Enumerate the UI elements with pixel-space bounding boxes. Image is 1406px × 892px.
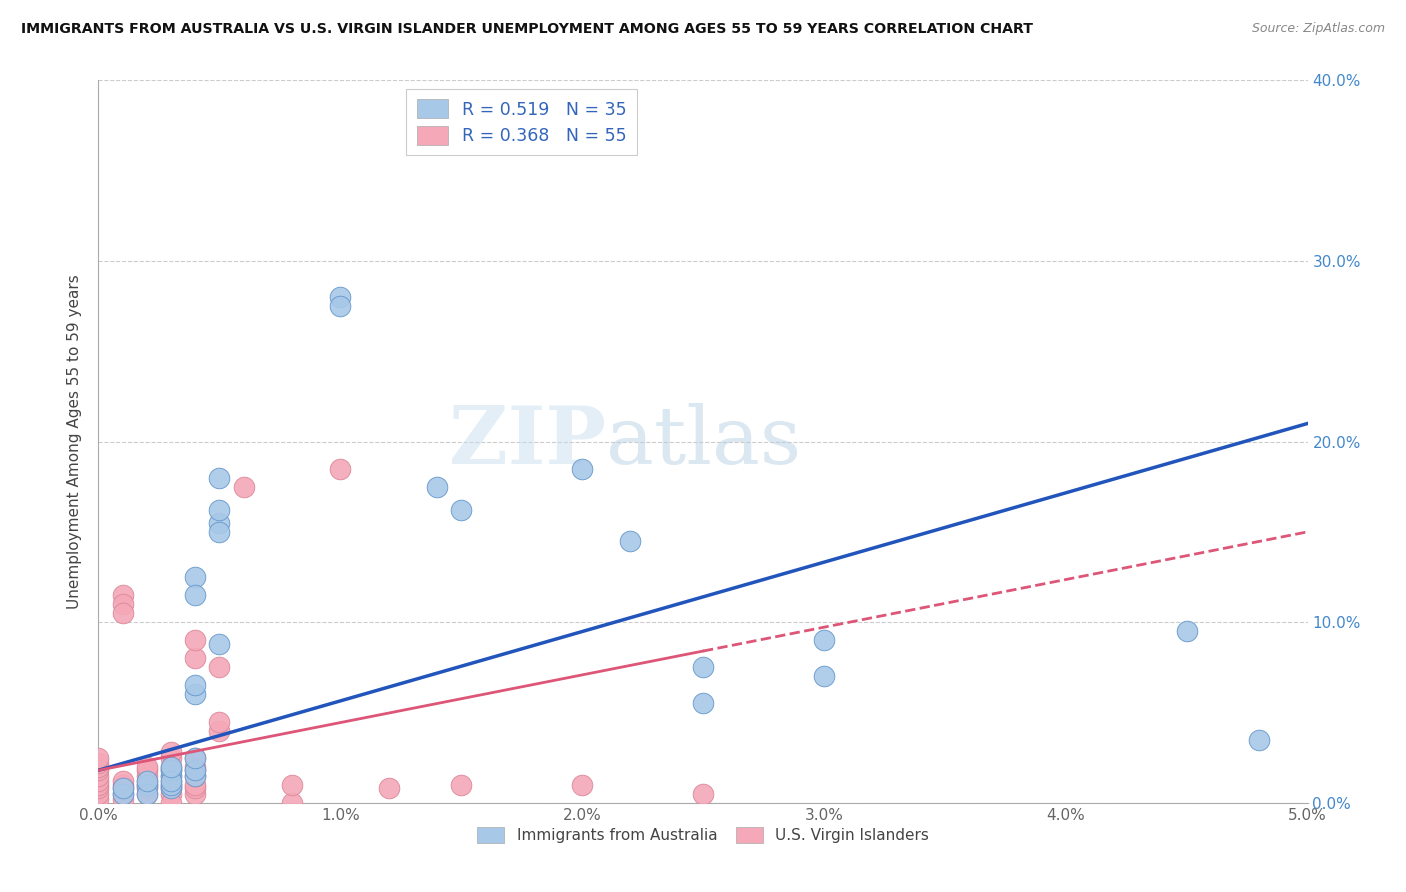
Point	[87, 787, 110, 801]
Point	[329, 461, 352, 475]
Point	[184, 769, 207, 783]
Point	[111, 787, 134, 801]
Point	[160, 781, 183, 796]
Point	[160, 764, 183, 778]
Point	[184, 778, 207, 792]
Point	[111, 787, 134, 801]
Point	[160, 745, 183, 759]
Point	[184, 678, 207, 692]
Point	[184, 750, 207, 764]
Point	[813, 669, 835, 683]
Point	[692, 787, 714, 801]
Point	[160, 787, 183, 801]
Point	[135, 774, 157, 789]
Point	[160, 774, 183, 789]
Point	[450, 778, 472, 792]
Point	[184, 787, 207, 801]
Point	[619, 533, 641, 548]
Point	[160, 774, 183, 789]
Point	[111, 606, 134, 620]
Point	[87, 756, 110, 770]
Point	[692, 697, 714, 711]
Point	[87, 769, 110, 783]
Point	[813, 633, 835, 648]
Point	[184, 687, 207, 701]
Point	[208, 503, 231, 517]
Point	[135, 769, 157, 783]
Point	[329, 299, 352, 313]
Point	[111, 774, 134, 789]
Point	[184, 633, 207, 648]
Point	[87, 774, 110, 789]
Point	[184, 760, 207, 774]
Point	[184, 764, 207, 778]
Point	[160, 764, 183, 778]
Point	[1249, 732, 1271, 747]
Point	[135, 760, 157, 774]
Point	[184, 651, 207, 665]
Point	[111, 792, 134, 806]
Point	[208, 637, 231, 651]
Point	[281, 778, 304, 792]
Point	[571, 461, 593, 475]
Point	[184, 769, 207, 783]
Point	[281, 796, 304, 810]
Point	[135, 778, 157, 792]
Point	[160, 769, 183, 783]
Point	[208, 723, 231, 738]
Text: ZIP: ZIP	[450, 402, 606, 481]
Point	[160, 778, 183, 792]
Point	[135, 787, 157, 801]
Point	[160, 769, 183, 783]
Point	[111, 597, 134, 611]
Point	[135, 781, 157, 796]
Point	[329, 290, 352, 304]
Point	[87, 792, 110, 806]
Point	[1175, 624, 1198, 639]
Point	[87, 781, 110, 796]
Text: IMMIGRANTS FROM AUSTRALIA VS U.S. VIRGIN ISLANDER UNEMPLOYMENT AMONG AGES 55 TO : IMMIGRANTS FROM AUSTRALIA VS U.S. VIRGIN…	[21, 22, 1033, 37]
Text: Source: ZipAtlas.com: Source: ZipAtlas.com	[1251, 22, 1385, 36]
Point	[184, 750, 207, 764]
Point	[160, 778, 183, 792]
Point	[208, 516, 231, 530]
Point	[208, 524, 231, 539]
Point	[135, 764, 157, 778]
Point	[692, 660, 714, 674]
Point	[111, 781, 134, 796]
Text: atlas: atlas	[606, 402, 801, 481]
Legend: Immigrants from Australia, U.S. Virgin Islanders: Immigrants from Australia, U.S. Virgin I…	[471, 821, 935, 849]
Point	[571, 778, 593, 792]
Point	[160, 760, 183, 774]
Point	[184, 570, 207, 584]
Point	[111, 778, 134, 792]
Point	[160, 796, 183, 810]
Point	[111, 588, 134, 602]
Point	[160, 781, 183, 796]
Point	[87, 760, 110, 774]
Point	[208, 660, 231, 674]
Point	[232, 480, 254, 494]
Point	[377, 781, 399, 796]
Point	[184, 781, 207, 796]
Point	[135, 774, 157, 789]
Point	[135, 778, 157, 792]
Point	[426, 480, 449, 494]
Point	[184, 588, 207, 602]
Point	[160, 750, 183, 764]
Point	[135, 787, 157, 801]
Point	[111, 781, 134, 796]
Point	[184, 764, 207, 778]
Point	[87, 764, 110, 778]
Point	[450, 503, 472, 517]
Point	[87, 778, 110, 792]
Point	[160, 760, 183, 774]
Point	[87, 750, 110, 764]
Point	[208, 714, 231, 729]
Point	[208, 471, 231, 485]
Y-axis label: Unemployment Among Ages 55 to 59 years: Unemployment Among Ages 55 to 59 years	[67, 274, 83, 609]
